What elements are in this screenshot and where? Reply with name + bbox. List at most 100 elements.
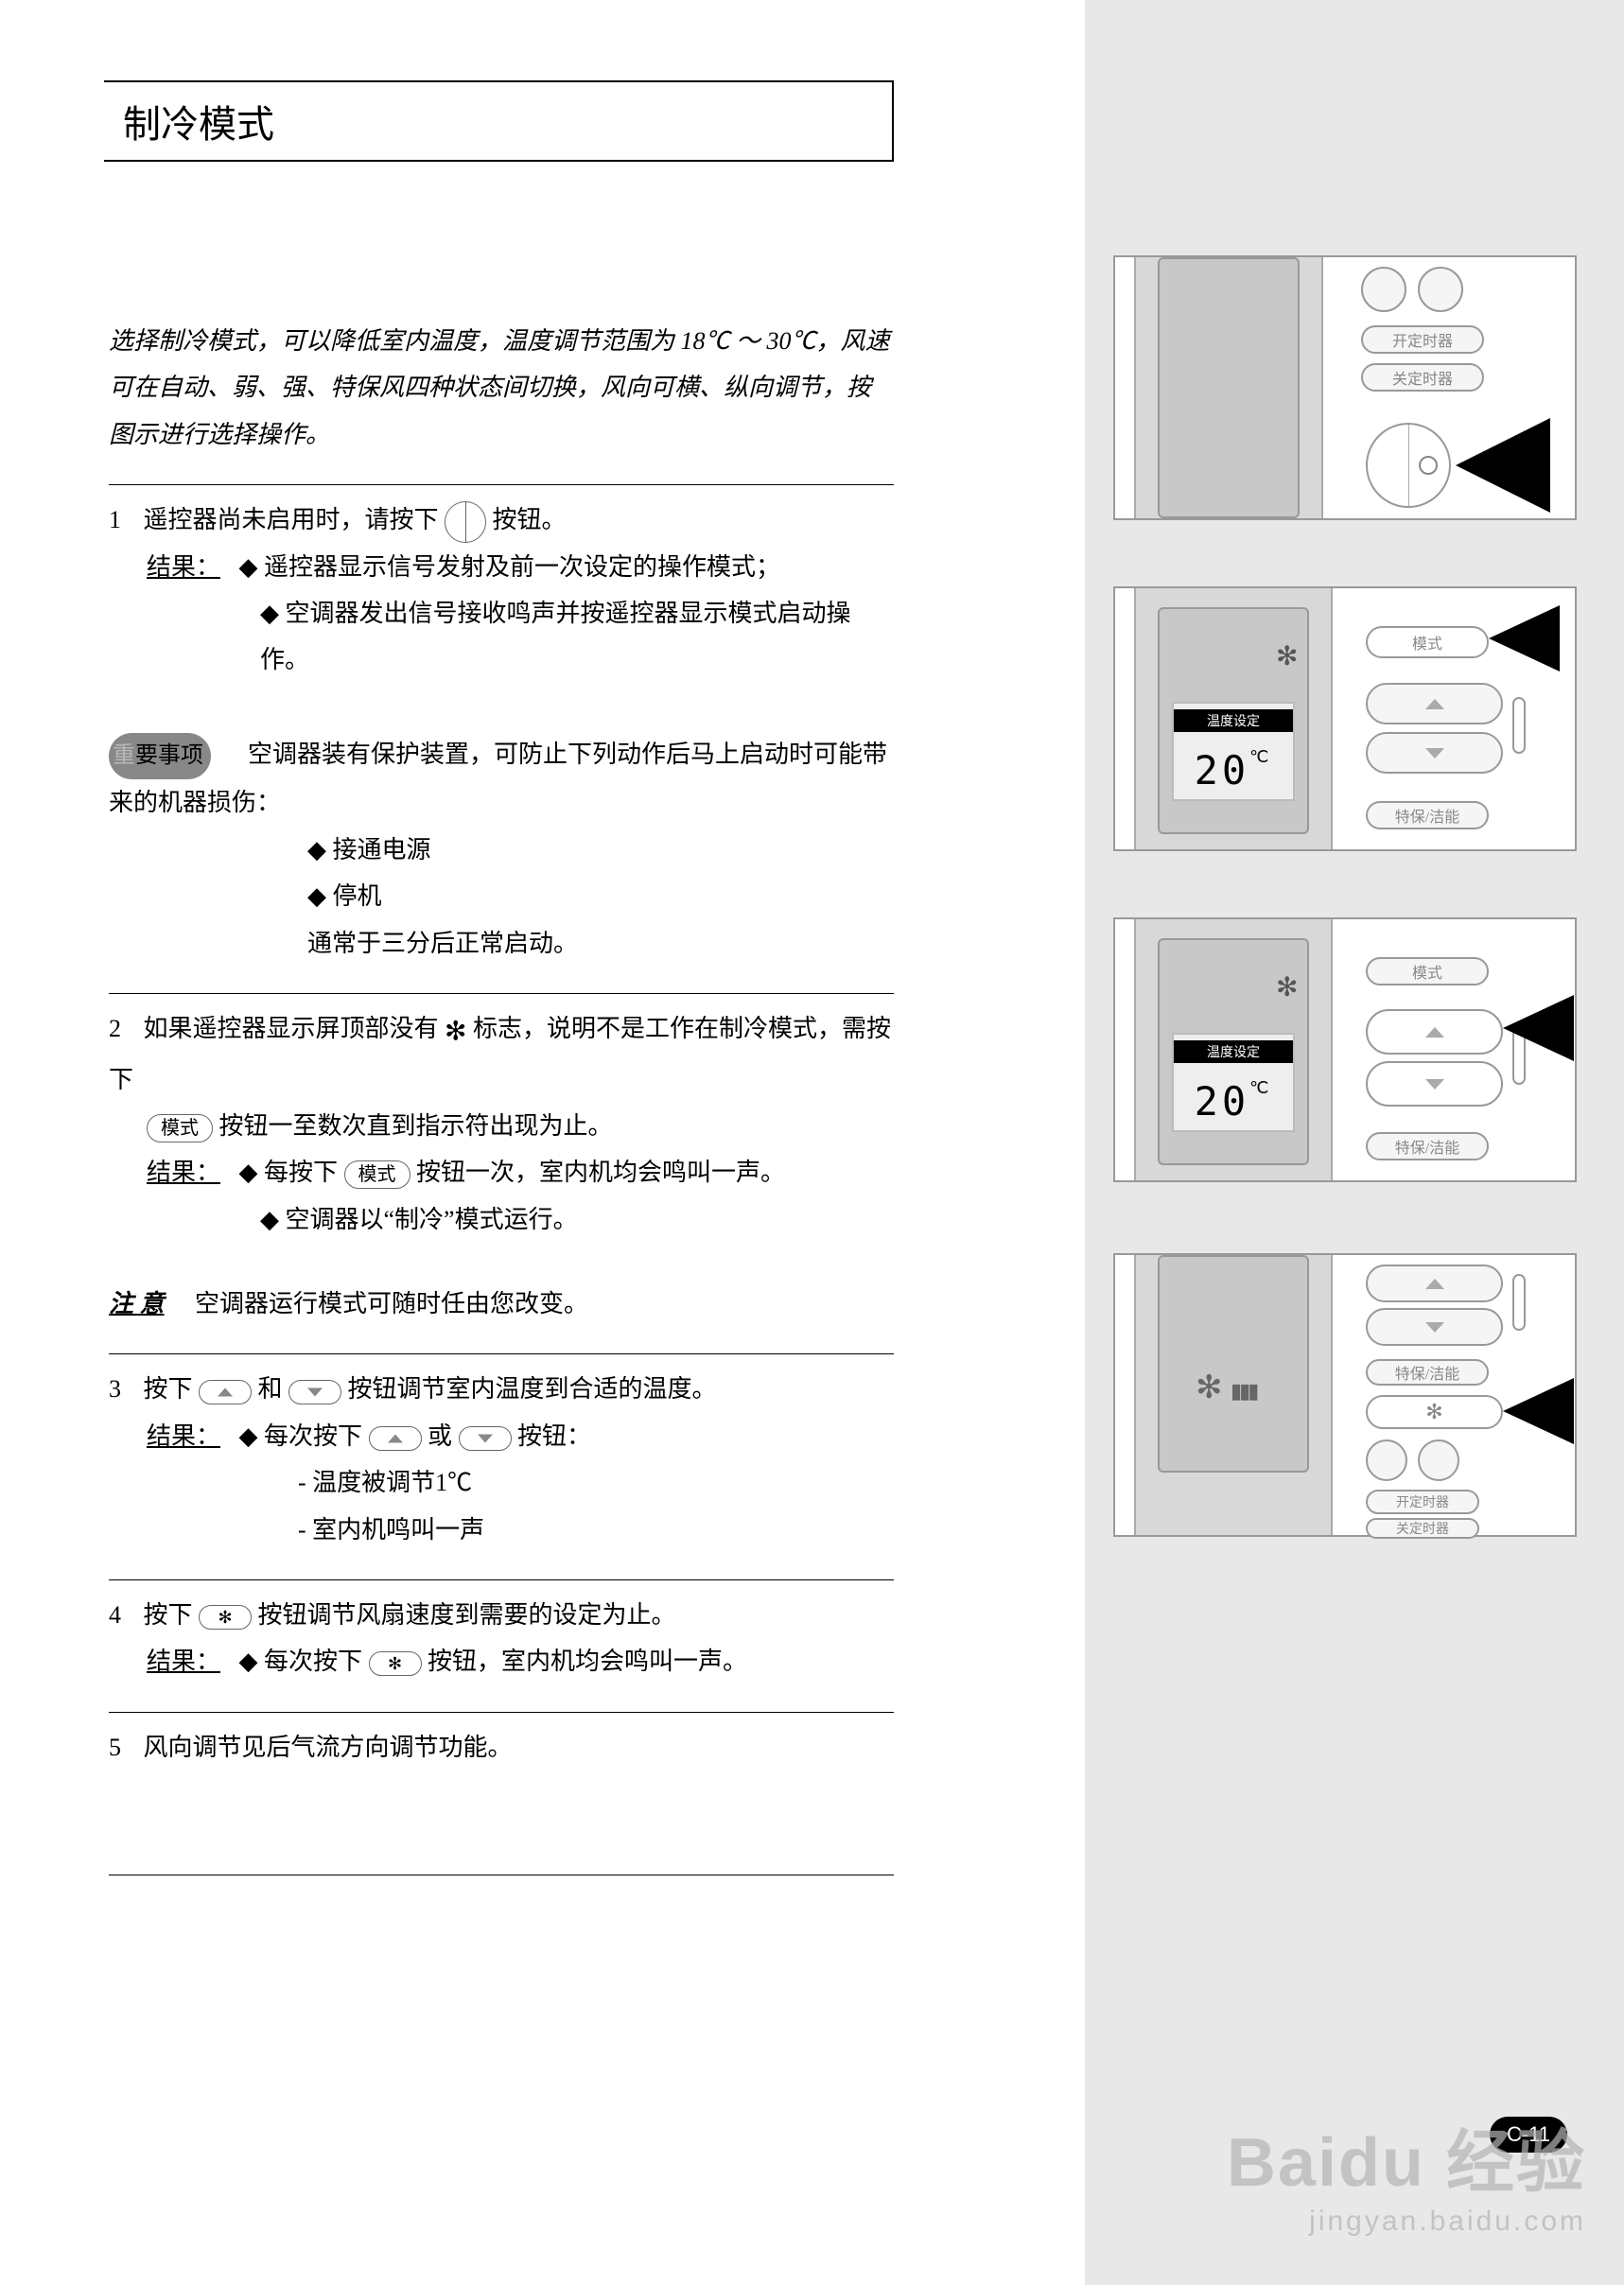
bullet-icon: ◆ [239, 1158, 258, 1186]
step2-r1a: 每按下 [264, 1159, 338, 1186]
step2-text-c: 按钮一至数次直到指示符出现为止。 [219, 1112, 613, 1140]
step-3: 3 按下 和 按钮调节室内温度到合适的温度。 结果： ◆ 每次按下 或 按钮： … [109, 1353, 894, 1553]
snowflake-icon: ✻ [1276, 971, 1298, 1003]
step4-text-b: 按钮调节风扇速度到需要的设定为止。 [258, 1601, 676, 1629]
down-button-icon [288, 1380, 341, 1404]
step-number: 1 [109, 497, 137, 543]
step1-r2: 空调器发出信号接收鸣声并按遥控器显示模式启动操作。 [260, 600, 851, 673]
lcd-label: 温度设定 [1174, 1040, 1293, 1063]
step1-r1: 遥控器显示信号发射及前一次设定的操作模式； [264, 553, 780, 581]
turbo-button: 特保/洁能 [1366, 1132, 1489, 1160]
step-1: 1 遥控器尚未启用时，请按下 按钮。 结果： ◆ 遥控器显示信号发射及前一次设定… [109, 484, 894, 684]
power-button-icon [445, 501, 486, 543]
fan-speed-button: ✻ [1366, 1395, 1503, 1429]
note-block: 注 意 空调器运行模式可随时任由您改变。 [109, 1281, 894, 1327]
result-label: 结果： [147, 1648, 220, 1675]
temp-down-button [1366, 1308, 1503, 1346]
step-number: 5 [109, 1724, 137, 1770]
bullet-icon: ◆ [239, 1647, 258, 1675]
turbo-button: 特保/洁能 [1366, 1359, 1489, 1386]
important-b2: 停机 [333, 882, 382, 910]
bullet-icon: ◆ [239, 1422, 258, 1450]
temp-up-button [1366, 683, 1503, 724]
bullet-icon: ◆ [307, 835, 326, 863]
step5-text: 风向调节见后气流方向调节功能。 [144, 1734, 513, 1761]
step3-d2: 室内机鸣叫一声 [312, 1516, 484, 1544]
timer-off-button: 关定时器 [1366, 1518, 1479, 1539]
watermark-logo: Baidu 经验 [1227, 2106, 1586, 2206]
lcd-temp: 20℃ [1174, 747, 1293, 794]
note-label: 注 意 [109, 1290, 165, 1317]
divider [109, 1712, 894, 1713]
remote-figure-1: 开定时器 关定时器 [1113, 255, 1577, 520]
step-2: 2 如果遥控器显示屏顶部没有 ✻ 标志，说明不是工作在制冷模式，需按下 模式 按… [109, 993, 894, 1243]
up-button-icon [199, 1380, 252, 1404]
step-number: 2 [109, 1005, 137, 1052]
important-note: 重要事项 空调器装有保护装置，可防止下列动作后马上启动时可能带来的机器损伤： ◆… [109, 731, 894, 967]
fan-button-icon: ✻ [369, 1651, 422, 1676]
snowflake-icon: ✻ [1276, 640, 1298, 672]
step1-text-b: 按钮。 [493, 506, 567, 533]
mode-button-icon: 模式 [344, 1160, 410, 1189]
step2-text-a: 如果遥控器显示屏顶部没有 [144, 1015, 439, 1042]
power-button [1366, 423, 1451, 508]
temp-down-button [1366, 1061, 1503, 1107]
remote-figure-4: ✻ ▮▮▮ 特保/洁能 ✻ 开定时器 关定时器 [1113, 1253, 1577, 1537]
divider [109, 484, 894, 485]
important-b1: 接通电源 [333, 836, 431, 863]
step3-r1a: 每次按下 [264, 1422, 362, 1450]
vane-icon [1418, 267, 1463, 312]
result-label: 结果： [147, 553, 220, 581]
fan-speed-icon: ✻ ▮▮▮ [1196, 1369, 1256, 1406]
mode-button: 模式 [1366, 626, 1489, 658]
intro-paragraph: 选择制冷模式，可以降低室内温度，温度调节范围为 18℃ ～ 30℃，风速可在自动… [109, 318, 894, 458]
result-label: 结果： [147, 1422, 220, 1450]
important-badge: 重要事项 [109, 733, 211, 780]
bullet-icon: ◆ [239, 552, 258, 581]
watermark: Baidu 经验 jingyan.baidu.com [1227, 2106, 1586, 2238]
snowflake-icon: ✻ [445, 1016, 466, 1045]
step3-text-a: 按下 [144, 1375, 193, 1403]
note-text: 空调器运行模式可随时任由您改变。 [195, 1290, 588, 1317]
temp-down-button [1366, 732, 1503, 774]
timer-on-button: 开定时器 [1366, 1490, 1479, 1514]
page-title: 制冷模式 [104, 80, 894, 162]
mode-button: 模式 [1366, 957, 1489, 986]
swing-icon [1366, 1439, 1407, 1481]
step3-r1c: 按钮： [517, 1422, 591, 1450]
step-4: 4 按下 ✻ 按钮调节风扇速度到需要的设定为止。 结果： ◆ 每次按下 ✻ 按钮… [109, 1579, 894, 1685]
swing-icon [1361, 267, 1406, 312]
bullet-icon: ◆ [260, 599, 279, 627]
temp-up-button [1366, 1265, 1503, 1302]
bullet-icon: ◆ [260, 1205, 279, 1233]
thermometer-icon [1512, 1274, 1526, 1331]
turbo-button: 特保/洁能 [1366, 801, 1489, 829]
lcd-temp: 20℃ [1174, 1078, 1293, 1125]
watermark-url: jingyan.baidu.com [1227, 2206, 1586, 2238]
step-5: 5 风向调节见后气流方向调节功能。 [109, 1712, 894, 1770]
vane-icon [1418, 1439, 1459, 1481]
step-number: 4 [109, 1592, 137, 1638]
bullet-icon: ◆ [307, 881, 326, 910]
remote-figure-2: 温度设定 20℃ ✻ 模式 特保/洁能 [1113, 586, 1577, 851]
step4-r1a: 每次按下 [264, 1648, 362, 1675]
timer-off-button: 关定时器 [1361, 363, 1484, 392]
step-number: 3 [109, 1366, 137, 1412]
step4-r1b: 按钮，室内机均会鸣叫一声。 [428, 1648, 747, 1675]
step3-r1b: 或 [428, 1422, 452, 1450]
timer-on-button: 开定时器 [1361, 325, 1484, 354]
step3-text-b: 和 [258, 1375, 283, 1403]
mode-button-icon: 模式 [147, 1114, 213, 1142]
step1-text-a: 遥控器尚未启用时，请按下 [144, 506, 439, 533]
step2-r2: 空调器以“制冷”模式运行。 [286, 1206, 578, 1233]
step3-text-c: 按钮调节室内温度到合适的温度。 [348, 1375, 717, 1403]
temp-up-button [1366, 1009, 1503, 1055]
lcd-label: 温度设定 [1174, 709, 1293, 732]
down-button-icon [459, 1426, 512, 1451]
step4-text-a: 按下 [144, 1601, 193, 1629]
step2-r1b: 按钮一次，室内机均会鸣叫一声。 [416, 1159, 785, 1186]
important-line1: 空调器装有保护装置，可防止下列动作后马上启动时可能带来的机器损伤： [109, 741, 887, 817]
thermometer-icon [1512, 697, 1526, 754]
result-label: 结果： [147, 1159, 220, 1186]
divider [109, 993, 894, 994]
